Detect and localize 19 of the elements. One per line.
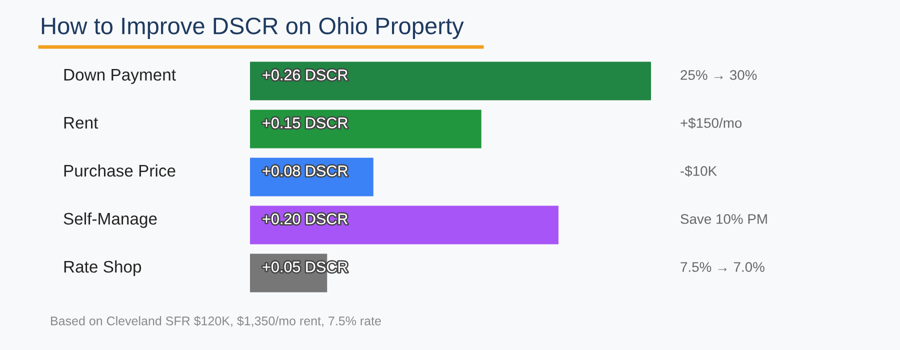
bar [250,206,558,244]
y-tick-label: Self-Manage [64,212,157,228]
text: -$10K [680,166,717,177]
bar [250,110,482,148]
text: +$150/mo [680,118,742,129]
y-tick-label: Purchase Price [64,164,176,177]
data-label: +0.26 DSCR [262,69,348,80]
text: Save 10% PM [680,214,767,224]
bar [250,62,651,100]
data-label: +0.15 DSCR [262,117,348,128]
text: 7.5% → 7.0% [680,262,764,272]
text: Based on Cleveland SFR $120K, $1,350/mo rent, 7.5% rate [51,316,381,327]
y-tick-label: Rate Shop [64,260,142,276]
y-tick-label: Down Payment [64,69,176,84]
data-label: +0.08 DSCR [262,165,348,176]
y-tick-label: Rent [64,117,98,129]
chart-title: How to Improve DSCR on Ohio Property [42,16,464,40]
text: 25% → 30% [680,70,757,80]
data-label: +0.20 DSCR [262,213,348,224]
